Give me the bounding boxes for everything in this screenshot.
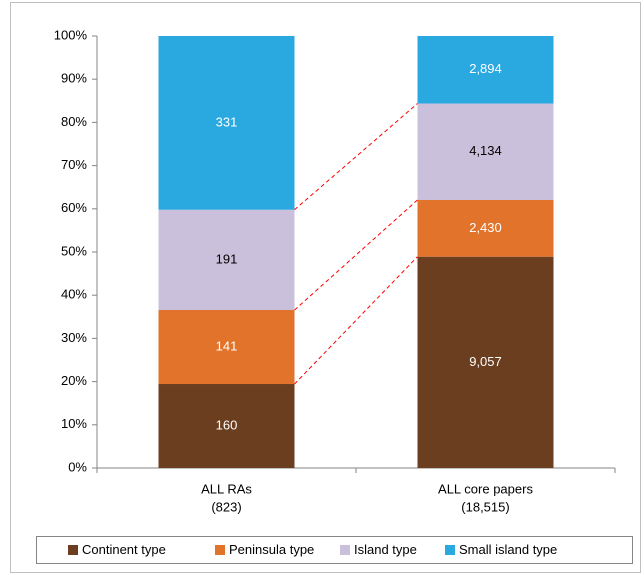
legend-label: Small island type	[459, 542, 557, 557]
bar-segment	[417, 199, 554, 257]
legend-label: Peninsula type	[229, 542, 314, 557]
y-tick-label: 0%	[68, 459, 87, 474]
y-tick-label: 60%	[61, 200, 87, 215]
value-label: 4,134	[469, 143, 502, 158]
y-tick-label: 100%	[54, 27, 88, 42]
y-tick-label: 40%	[61, 287, 87, 302]
value-label: 331	[216, 114, 238, 129]
y-tick-label: 10%	[61, 416, 87, 431]
x-tick-note: (823)	[211, 499, 241, 514]
y-tick-label: 70%	[61, 157, 87, 172]
legend-swatch	[215, 545, 225, 555]
connector	[294, 256, 418, 385]
y-tick-label: 30%	[61, 330, 87, 345]
connector	[294, 103, 418, 211]
x-tick-label: ALL RAs	[201, 481, 252, 496]
value-label: 191	[216, 251, 238, 266]
legend-swatch	[340, 545, 350, 555]
bar-segment	[417, 256, 554, 468]
bar-segment	[158, 36, 295, 210]
legend-swatch	[445, 545, 455, 555]
legend-swatch	[68, 545, 78, 555]
bar-segment	[417, 103, 554, 200]
x-tick-note: (18,515)	[461, 499, 509, 514]
y-tick-label: 90%	[61, 71, 87, 86]
legend-box	[36, 536, 633, 564]
legend-label: Continent type	[82, 542, 166, 557]
bar-segment	[158, 209, 295, 311]
bar-segment	[158, 310, 295, 385]
bar-segment	[158, 384, 295, 468]
value-label: 160	[216, 417, 238, 432]
legend-label: Island type	[354, 542, 417, 557]
x-tick-label: ALL core papers	[438, 481, 533, 496]
value-label: 141	[216, 338, 238, 353]
y-tick-label: 50%	[61, 243, 87, 258]
y-tick-label: 20%	[61, 373, 87, 388]
bar-segment	[417, 36, 554, 104]
y-tick-label: 80%	[61, 114, 87, 129]
value-label: 9,057	[469, 354, 502, 369]
value-label: 2,894	[469, 61, 502, 76]
value-label: 2,430	[469, 220, 502, 235]
